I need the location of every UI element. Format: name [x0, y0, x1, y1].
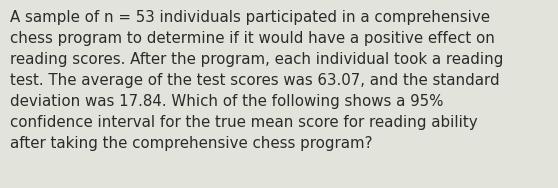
- Text: A sample of n = 53 individuals participated in a comprehensive
chess program to : A sample of n = 53 individuals participa…: [10, 10, 503, 151]
